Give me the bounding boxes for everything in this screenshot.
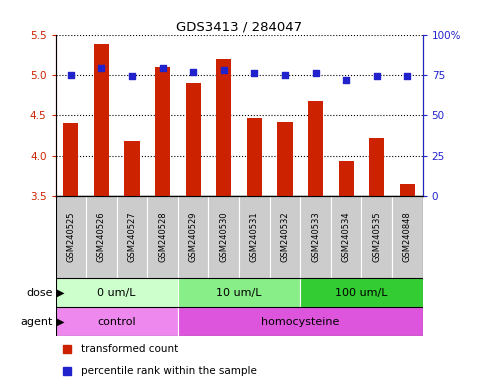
- Point: [189, 69, 197, 75]
- Bar: [185, 83, 201, 196]
- Title: GDS3413 / 284047: GDS3413 / 284047: [176, 20, 302, 33]
- Text: transformed count: transformed count: [81, 344, 179, 354]
- Text: GSM240848: GSM240848: [403, 212, 412, 263]
- Point: [281, 72, 289, 78]
- Text: ▶: ▶: [57, 288, 64, 298]
- Point: [220, 67, 227, 73]
- Bar: [178, 196, 209, 278]
- Text: GSM240534: GSM240534: [341, 212, 351, 262]
- Text: control: control: [98, 316, 136, 327]
- Bar: [178, 307, 423, 336]
- Bar: [125, 141, 140, 196]
- Text: GSM240533: GSM240533: [311, 212, 320, 263]
- Bar: [308, 101, 323, 196]
- Bar: [94, 44, 109, 196]
- Bar: [270, 196, 300, 278]
- Text: GSM240531: GSM240531: [250, 212, 259, 262]
- Bar: [178, 278, 300, 307]
- Bar: [247, 118, 262, 196]
- Text: 10 um/L: 10 um/L: [216, 288, 262, 298]
- Text: GSM240529: GSM240529: [189, 212, 198, 262]
- Text: homocysteine: homocysteine: [261, 316, 340, 327]
- Bar: [369, 138, 384, 196]
- Bar: [239, 196, 270, 278]
- Text: GSM240530: GSM240530: [219, 212, 228, 262]
- Bar: [63, 123, 78, 196]
- Bar: [361, 196, 392, 278]
- Point: [67, 72, 75, 78]
- Text: dose: dose: [27, 288, 53, 298]
- Bar: [56, 307, 178, 336]
- Bar: [331, 196, 361, 278]
- Text: GSM240535: GSM240535: [372, 212, 381, 262]
- Bar: [209, 196, 239, 278]
- Bar: [277, 122, 293, 196]
- Point: [128, 73, 136, 79]
- Text: GSM240528: GSM240528: [158, 212, 167, 262]
- Bar: [117, 196, 147, 278]
- Bar: [56, 196, 86, 278]
- Text: GSM240525: GSM240525: [66, 212, 75, 262]
- Text: 0 um/L: 0 um/L: [98, 288, 136, 298]
- Text: GSM240527: GSM240527: [128, 212, 137, 262]
- Point: [403, 73, 411, 79]
- Text: 100 um/L: 100 um/L: [335, 288, 388, 298]
- Point: [251, 70, 258, 76]
- Point: [342, 77, 350, 83]
- Text: percentile rank within the sample: percentile rank within the sample: [81, 366, 257, 376]
- Point: [312, 70, 319, 76]
- Bar: [400, 184, 415, 196]
- Bar: [147, 196, 178, 278]
- Text: GSM240532: GSM240532: [281, 212, 289, 262]
- Bar: [56, 278, 178, 307]
- Bar: [339, 161, 354, 196]
- Bar: [86, 196, 117, 278]
- Point: [159, 65, 167, 71]
- Bar: [155, 67, 170, 196]
- Bar: [300, 196, 331, 278]
- Point: [98, 65, 105, 71]
- Text: GSM240526: GSM240526: [97, 212, 106, 262]
- Text: ▶: ▶: [57, 316, 64, 327]
- Text: agent: agent: [21, 316, 53, 327]
- Point: [373, 73, 381, 79]
- Bar: [216, 59, 231, 196]
- Bar: [300, 278, 423, 307]
- Bar: [392, 196, 423, 278]
